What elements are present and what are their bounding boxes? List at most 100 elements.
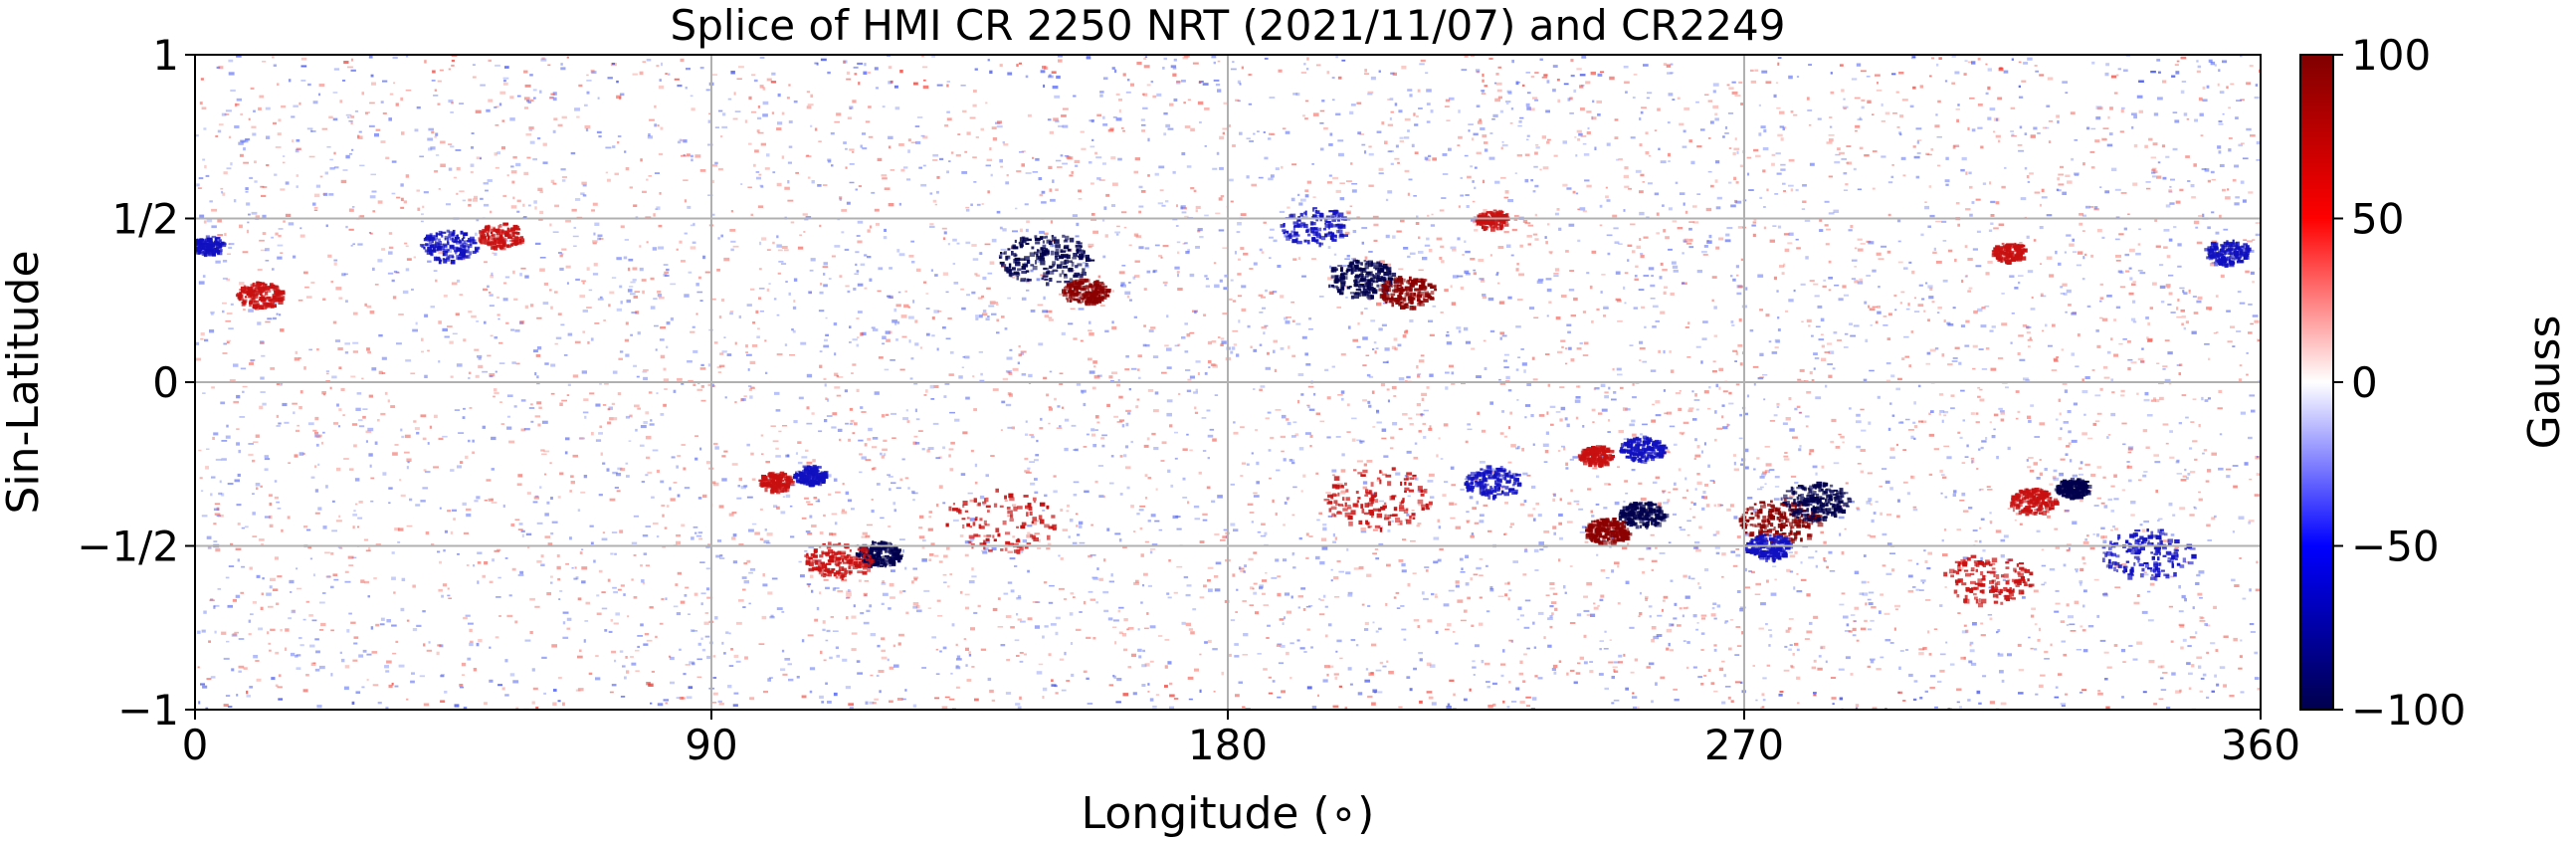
field-speck bbox=[2005, 386, 2009, 389]
field-speck bbox=[1174, 344, 1180, 347]
field-speck bbox=[844, 389, 848, 393]
field-speck bbox=[841, 578, 848, 582]
field-speck bbox=[492, 558, 495, 562]
field-speck bbox=[1679, 122, 1684, 126]
field-speck bbox=[1663, 229, 1667, 233]
field-speck bbox=[1276, 469, 1281, 472]
field-speck bbox=[1030, 269, 1034, 273]
field-speck bbox=[2060, 458, 2066, 461]
field-speck bbox=[616, 490, 621, 493]
field-speck bbox=[2061, 640, 2066, 643]
field-speck bbox=[1841, 157, 1847, 160]
field-speck bbox=[1043, 276, 1046, 281]
field-speck bbox=[1285, 320, 1290, 324]
field-speck bbox=[1207, 434, 1214, 438]
field-speck bbox=[1322, 524, 1327, 526]
field-speck bbox=[2048, 344, 2053, 347]
field-speck bbox=[673, 605, 679, 608]
field-speck bbox=[1971, 128, 1976, 132]
field-speck bbox=[537, 137, 541, 140]
field-speck bbox=[748, 602, 751, 605]
field-speck bbox=[608, 406, 613, 410]
field-speck bbox=[1818, 655, 1822, 658]
field-speck bbox=[424, 374, 428, 378]
field-speck bbox=[391, 683, 394, 686]
field-speck bbox=[1351, 189, 1357, 193]
field-speck bbox=[2168, 190, 2173, 193]
field-speck bbox=[1140, 118, 1145, 121]
field-speck bbox=[197, 630, 201, 634]
field-speck bbox=[1143, 444, 1149, 448]
field-speck bbox=[2185, 155, 2190, 158]
field-speck bbox=[691, 154, 694, 158]
field-speck bbox=[351, 206, 355, 208]
field-speck bbox=[476, 320, 480, 322]
field-speck bbox=[746, 443, 750, 447]
field-speck bbox=[655, 208, 658, 210]
field-speck bbox=[611, 650, 616, 654]
field-speck bbox=[683, 673, 687, 676]
field-speck bbox=[1715, 530, 1720, 534]
field-speck bbox=[1338, 685, 1343, 688]
field-speck bbox=[1415, 477, 1419, 481]
field-speck bbox=[1403, 247, 1409, 250]
field-speck bbox=[780, 511, 786, 515]
field-speck bbox=[454, 409, 461, 411]
field-speck bbox=[2110, 510, 2114, 513]
field-speck bbox=[1261, 251, 1265, 254]
field-speck bbox=[560, 168, 566, 171]
field-speck bbox=[898, 590, 902, 594]
field-speck bbox=[1275, 512, 1278, 517]
field-speck bbox=[729, 311, 734, 313]
field-speck bbox=[626, 670, 630, 674]
field-speck bbox=[2218, 120, 2223, 123]
field-speck bbox=[270, 628, 276, 632]
field-speck bbox=[806, 501, 811, 504]
field-speck bbox=[1700, 450, 1703, 454]
field-speck bbox=[714, 126, 719, 128]
field-speck bbox=[888, 295, 893, 299]
field-speck bbox=[1695, 345, 1701, 348]
field-speck bbox=[991, 126, 997, 130]
field-speck bbox=[1714, 112, 1718, 116]
field-speck bbox=[385, 707, 389, 710]
field-speck bbox=[972, 375, 975, 378]
field-speck bbox=[1127, 412, 1131, 415]
field-speck bbox=[2066, 543, 2072, 546]
field-speck bbox=[832, 587, 836, 591]
field-speck bbox=[1378, 327, 1383, 331]
field-speck bbox=[833, 322, 838, 326]
field-speck bbox=[228, 246, 233, 250]
field-speck bbox=[489, 679, 494, 683]
field-speck bbox=[664, 388, 668, 390]
field-speck bbox=[1051, 679, 1054, 682]
field-speck bbox=[890, 359, 895, 361]
field-speck bbox=[1218, 197, 1223, 201]
field-speck bbox=[648, 133, 651, 137]
field-speck bbox=[1549, 252, 1552, 255]
field-speck bbox=[1413, 477, 1417, 480]
field-speck bbox=[625, 462, 629, 465]
field-speck bbox=[2193, 220, 2200, 225]
field-speck bbox=[2099, 300, 2102, 303]
field-speck bbox=[540, 449, 545, 452]
field-speck bbox=[1123, 226, 1127, 229]
field-speck bbox=[1618, 535, 1623, 538]
field-speck bbox=[424, 471, 431, 474]
field-speck bbox=[1287, 421, 1291, 426]
field-speck bbox=[921, 55, 924, 58]
field-speck bbox=[808, 546, 815, 548]
field-speck bbox=[1346, 211, 1351, 215]
field-speck bbox=[1100, 437, 1105, 440]
field-speck bbox=[1817, 305, 1823, 309]
field-speck bbox=[1586, 131, 1591, 135]
field-speck bbox=[676, 612, 682, 616]
field-speck bbox=[1220, 195, 1225, 198]
field-speck bbox=[938, 456, 942, 459]
field-speck bbox=[657, 124, 660, 127]
field-speck bbox=[1851, 78, 1858, 81]
field-speck bbox=[2179, 689, 2182, 693]
field-speck bbox=[863, 621, 870, 625]
field-speck bbox=[1413, 667, 1417, 671]
field-speck bbox=[600, 452, 603, 456]
